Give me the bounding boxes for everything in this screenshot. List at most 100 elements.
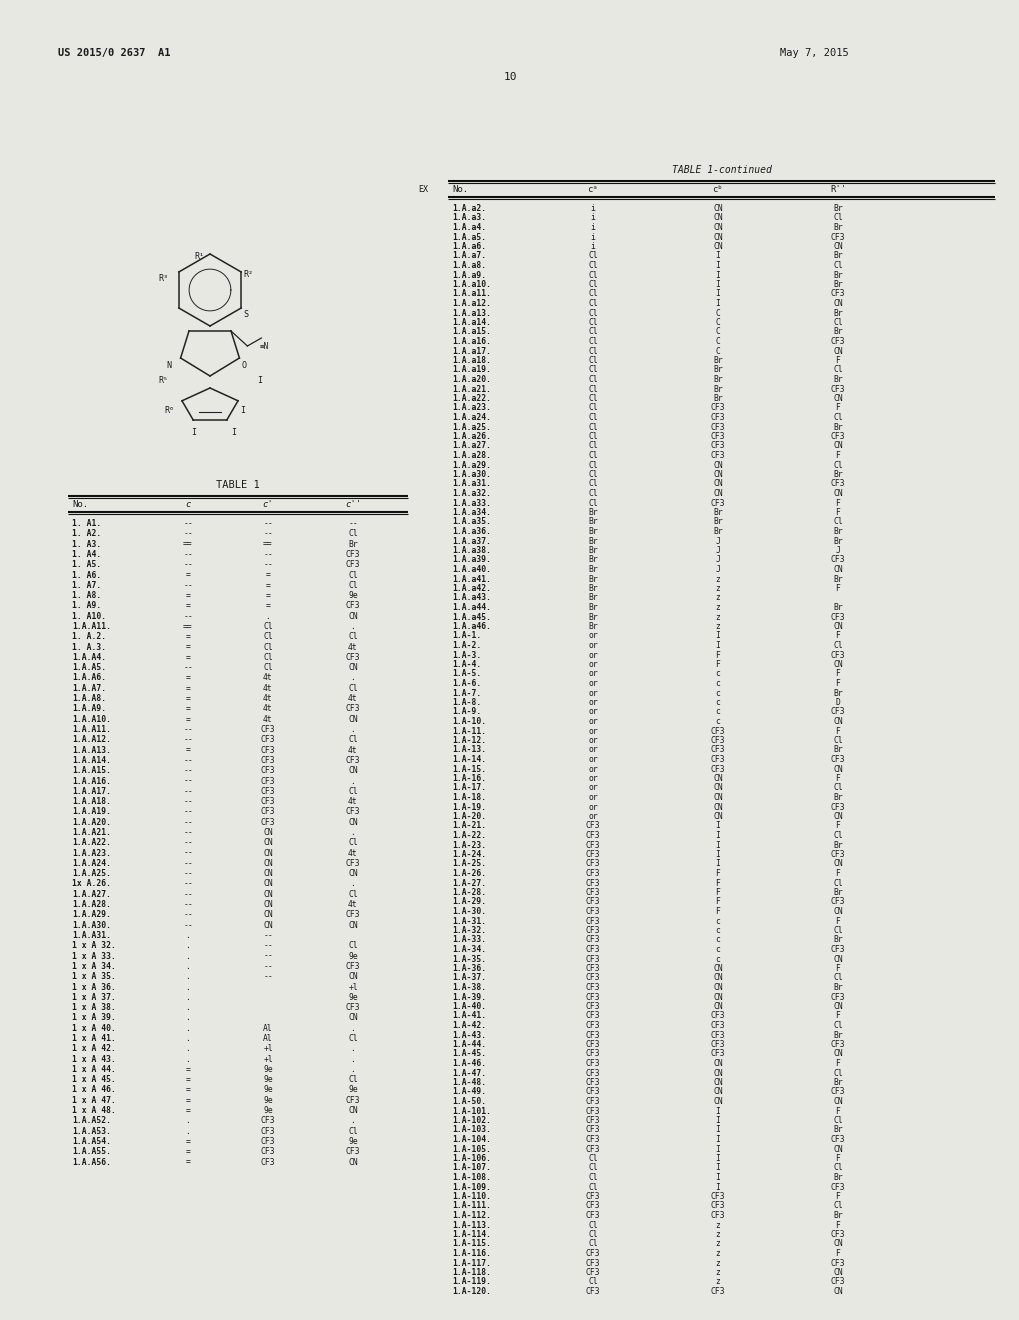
Text: i: i — [590, 232, 595, 242]
Text: CF3: CF3 — [345, 705, 360, 713]
Text: CN: CN — [712, 214, 722, 223]
Text: Br: Br — [588, 536, 597, 545]
Text: 1.A-26.: 1.A-26. — [451, 869, 486, 878]
Text: Br: Br — [588, 508, 597, 517]
Text: CF3: CF3 — [710, 499, 725, 507]
Text: 1.A.a28.: 1.A.a28. — [451, 451, 490, 459]
Text: 1.A.a18.: 1.A.a18. — [451, 356, 490, 366]
Text: 1.A-1.: 1.A-1. — [451, 631, 481, 640]
Text: 1.A.a29.: 1.A.a29. — [451, 461, 490, 470]
Text: =: = — [265, 591, 270, 601]
Text: CF3: CF3 — [345, 1096, 360, 1105]
Text: CF3: CF3 — [261, 1158, 275, 1167]
Text: CN: CN — [712, 774, 722, 783]
Text: CN: CN — [263, 838, 273, 847]
Text: CF3: CF3 — [585, 1078, 600, 1086]
Text: Br: Br — [712, 356, 722, 366]
Text: CF3: CF3 — [585, 945, 600, 954]
Text: CF3: CF3 — [345, 962, 360, 972]
Text: c: c — [715, 708, 719, 717]
Text: I: I — [715, 252, 719, 260]
Text: CF3: CF3 — [261, 766, 275, 775]
Text: Cl: Cl — [588, 318, 597, 327]
Text: CN: CN — [833, 300, 842, 308]
Text: --: -- — [183, 921, 193, 929]
Text: I: I — [257, 376, 262, 385]
Text: ≡N: ≡N — [259, 342, 268, 351]
Text: CF3: CF3 — [829, 1258, 845, 1267]
Text: Cl: Cl — [833, 927, 842, 935]
Text: or: or — [588, 774, 597, 783]
Text: Br: Br — [347, 540, 358, 549]
Text: CF3: CF3 — [585, 1115, 600, 1125]
Text: Cl: Cl — [588, 1154, 597, 1163]
Text: Br: Br — [833, 689, 842, 697]
Text: 1.A.a17.: 1.A.a17. — [451, 346, 490, 355]
Text: =: = — [185, 1106, 191, 1115]
Text: .: . — [185, 941, 191, 950]
Text: CN: CN — [347, 611, 358, 620]
Text: 1.A.a10.: 1.A.a10. — [451, 280, 490, 289]
Text: F: F — [835, 916, 840, 925]
Text: i: i — [590, 205, 595, 213]
Text: Cl: Cl — [347, 581, 358, 590]
Text: =: = — [265, 581, 270, 590]
Text: Br: Br — [588, 565, 597, 574]
Text: I: I — [715, 280, 719, 289]
Text: or: or — [588, 793, 597, 803]
Text: .: . — [351, 776, 355, 785]
Text: C: C — [715, 309, 719, 318]
Text: 1.A-110.: 1.A-110. — [451, 1192, 490, 1201]
Text: CN: CN — [712, 461, 722, 470]
Text: CF3: CF3 — [585, 1192, 600, 1201]
Text: CN: CN — [712, 812, 722, 821]
Text: Cl: Cl — [833, 413, 842, 422]
Text: z: z — [715, 1278, 719, 1287]
Text: Br: Br — [833, 327, 842, 337]
Text: 1.A-113.: 1.A-113. — [451, 1221, 490, 1229]
Text: TABLE 1: TABLE 1 — [216, 480, 260, 490]
Text: CF3: CF3 — [829, 803, 845, 812]
Text: 1.A-50.: 1.A-50. — [451, 1097, 486, 1106]
Text: Br: Br — [833, 527, 842, 536]
Text: CF3: CF3 — [710, 1192, 725, 1201]
Text: 9e: 9e — [347, 1085, 358, 1094]
Text: c: c — [185, 500, 191, 510]
Text: J: J — [835, 546, 840, 554]
Text: C: C — [715, 327, 719, 337]
Text: 1.A.a33.: 1.A.a33. — [451, 499, 490, 507]
Text: 1.A.A4.: 1.A.A4. — [72, 653, 106, 661]
Text: Cl: Cl — [588, 1221, 597, 1229]
Text: ==: == — [183, 540, 193, 549]
Text: J: J — [715, 546, 719, 554]
Text: F: F — [835, 774, 840, 783]
Text: 1.A.a23.: 1.A.a23. — [451, 404, 490, 412]
Text: CN: CN — [263, 900, 273, 909]
Text: F: F — [835, 508, 840, 517]
Text: 4t: 4t — [347, 746, 358, 755]
Text: CF3: CF3 — [585, 1126, 600, 1134]
Text: --: -- — [183, 735, 193, 744]
Text: CF3: CF3 — [710, 764, 725, 774]
Text: 1.A.a12.: 1.A.a12. — [451, 300, 490, 308]
Text: 4t: 4t — [263, 694, 273, 704]
Text: 1.A.a21.: 1.A.a21. — [451, 384, 490, 393]
Text: CF3: CF3 — [585, 1068, 600, 1077]
Text: CF3: CF3 — [829, 708, 845, 717]
Text: Cl: Cl — [833, 1163, 842, 1172]
Text: Cl: Cl — [588, 1173, 597, 1181]
Text: --: -- — [183, 550, 193, 558]
Text: CF3: CF3 — [261, 746, 275, 755]
Text: 9e: 9e — [347, 952, 358, 961]
Text: Cl: Cl — [588, 488, 597, 498]
Text: 1 x A 47.: 1 x A 47. — [72, 1096, 116, 1105]
Text: Br: Br — [712, 366, 722, 375]
Text: 1.A.a31.: 1.A.a31. — [451, 479, 490, 488]
Text: 1.A-49.: 1.A-49. — [451, 1088, 486, 1097]
Text: Br: Br — [833, 1126, 842, 1134]
Text: Cl: Cl — [833, 517, 842, 527]
Text: CN: CN — [347, 869, 358, 878]
Text: .: . — [185, 982, 191, 991]
Text: 1. A9.: 1. A9. — [72, 602, 101, 610]
Text: J: J — [715, 536, 719, 545]
